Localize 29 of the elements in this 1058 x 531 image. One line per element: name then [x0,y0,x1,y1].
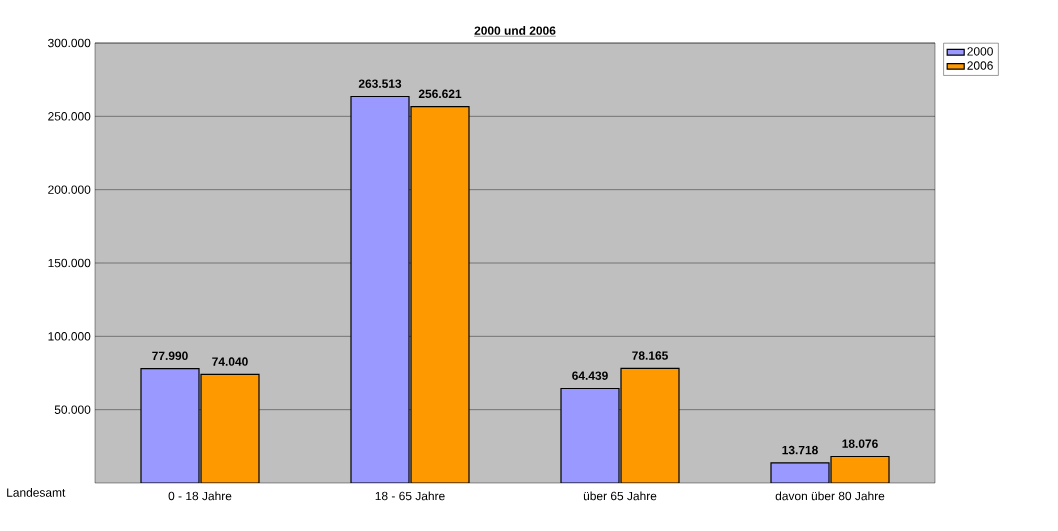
bar [200,373,260,483]
data-label: 256.621 [418,89,462,99]
x-tick-label: davon über 80 Jahre [775,491,885,501]
bar [350,95,410,483]
data-label: 18.076 [842,439,878,448]
data-label: 64.439 [572,371,608,380]
data-label: 78.165 [632,351,668,360]
y-tick-label: 200.000 [48,185,91,194]
bar [410,106,470,483]
x-tick-label: 18 - 65 Jahre [375,491,445,501]
data-label: 263.513 [358,79,402,88]
bar [560,387,620,483]
y-tick-label: 250.000 [48,112,91,121]
bar [620,367,680,483]
text: Landesamt [7,488,66,497]
legend-label: 2000 [967,47,993,56]
legend-label: 2006 [967,61,993,70]
data-label: 77.990 [152,351,188,361]
y-tick-label: 300.000 [48,38,91,48]
chart-title: 2000 und 2006 [474,26,556,35]
data-label: 13.718 [782,445,818,455]
y-tick-label: 100.000 [48,332,91,341]
x-tick-label: über 65 Jahre [583,491,657,501]
data-label: 74.040 [212,357,248,366]
y-tick-label: 50.000 [54,405,91,414]
bar [830,455,890,483]
bar [140,368,200,483]
y-tick-label: 150.000 [48,258,91,268]
x-tick-label: 0 - 18 Jahre [168,491,232,501]
